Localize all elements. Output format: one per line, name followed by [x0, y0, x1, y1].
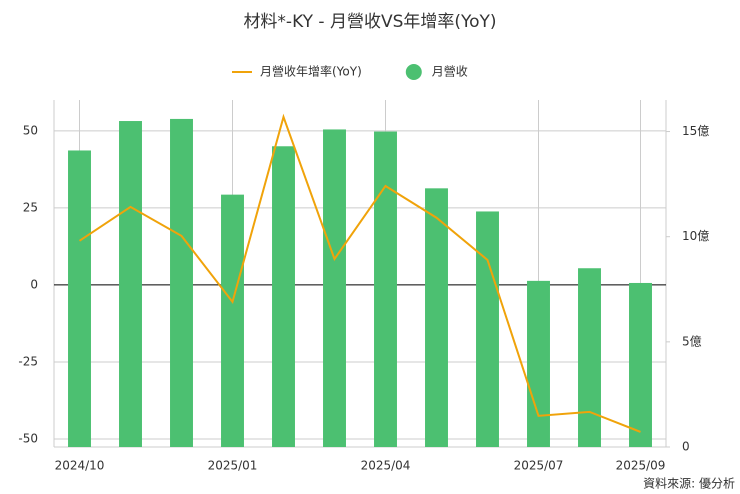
bar [578, 268, 601, 447]
source: 資料來源: 優分析 [643, 477, 735, 491]
bar [425, 188, 448, 447]
bar [68, 150, 91, 448]
y-tick-label: 0 [30, 277, 38, 291]
y-tick-label: -25 [18, 354, 38, 368]
x-tick-label: 2024/10 [55, 459, 105, 473]
bar [272, 146, 295, 447]
y2-tick-label: 0 [682, 440, 690, 454]
bar [119, 121, 142, 447]
bar [221, 194, 244, 447]
x-tick-label: 2025/04 [361, 459, 411, 473]
x-tick-label: 2025/01 [208, 459, 258, 473]
bar [323, 129, 346, 447]
y2-tick-label: 5億 [682, 334, 702, 348]
bar [374, 131, 397, 447]
bar [170, 118, 193, 447]
bar [629, 282, 652, 447]
bar [476, 211, 499, 447]
y-tick-label: 50 [23, 123, 38, 137]
y-tick-label: -50 [18, 431, 38, 445]
line [78, 113, 641, 433]
chart-title: 材料*-KY - 月營收VS年增率(YoY) [243, 12, 496, 32]
y2-tick-label: 15億 [682, 124, 709, 138]
x-tick-label: 2025/09 [616, 459, 666, 473]
x-tick-label: 2025/07 [514, 459, 564, 473]
y-tick-label: 25 [23, 200, 38, 214]
legend-swatch [405, 64, 422, 80]
legend-label: 月營收 [432, 65, 468, 79]
legend-label: 月營收年增率(YoY) [260, 64, 362, 79]
bar [527, 280, 550, 447]
y2-tick-label: 10億 [682, 229, 709, 243]
